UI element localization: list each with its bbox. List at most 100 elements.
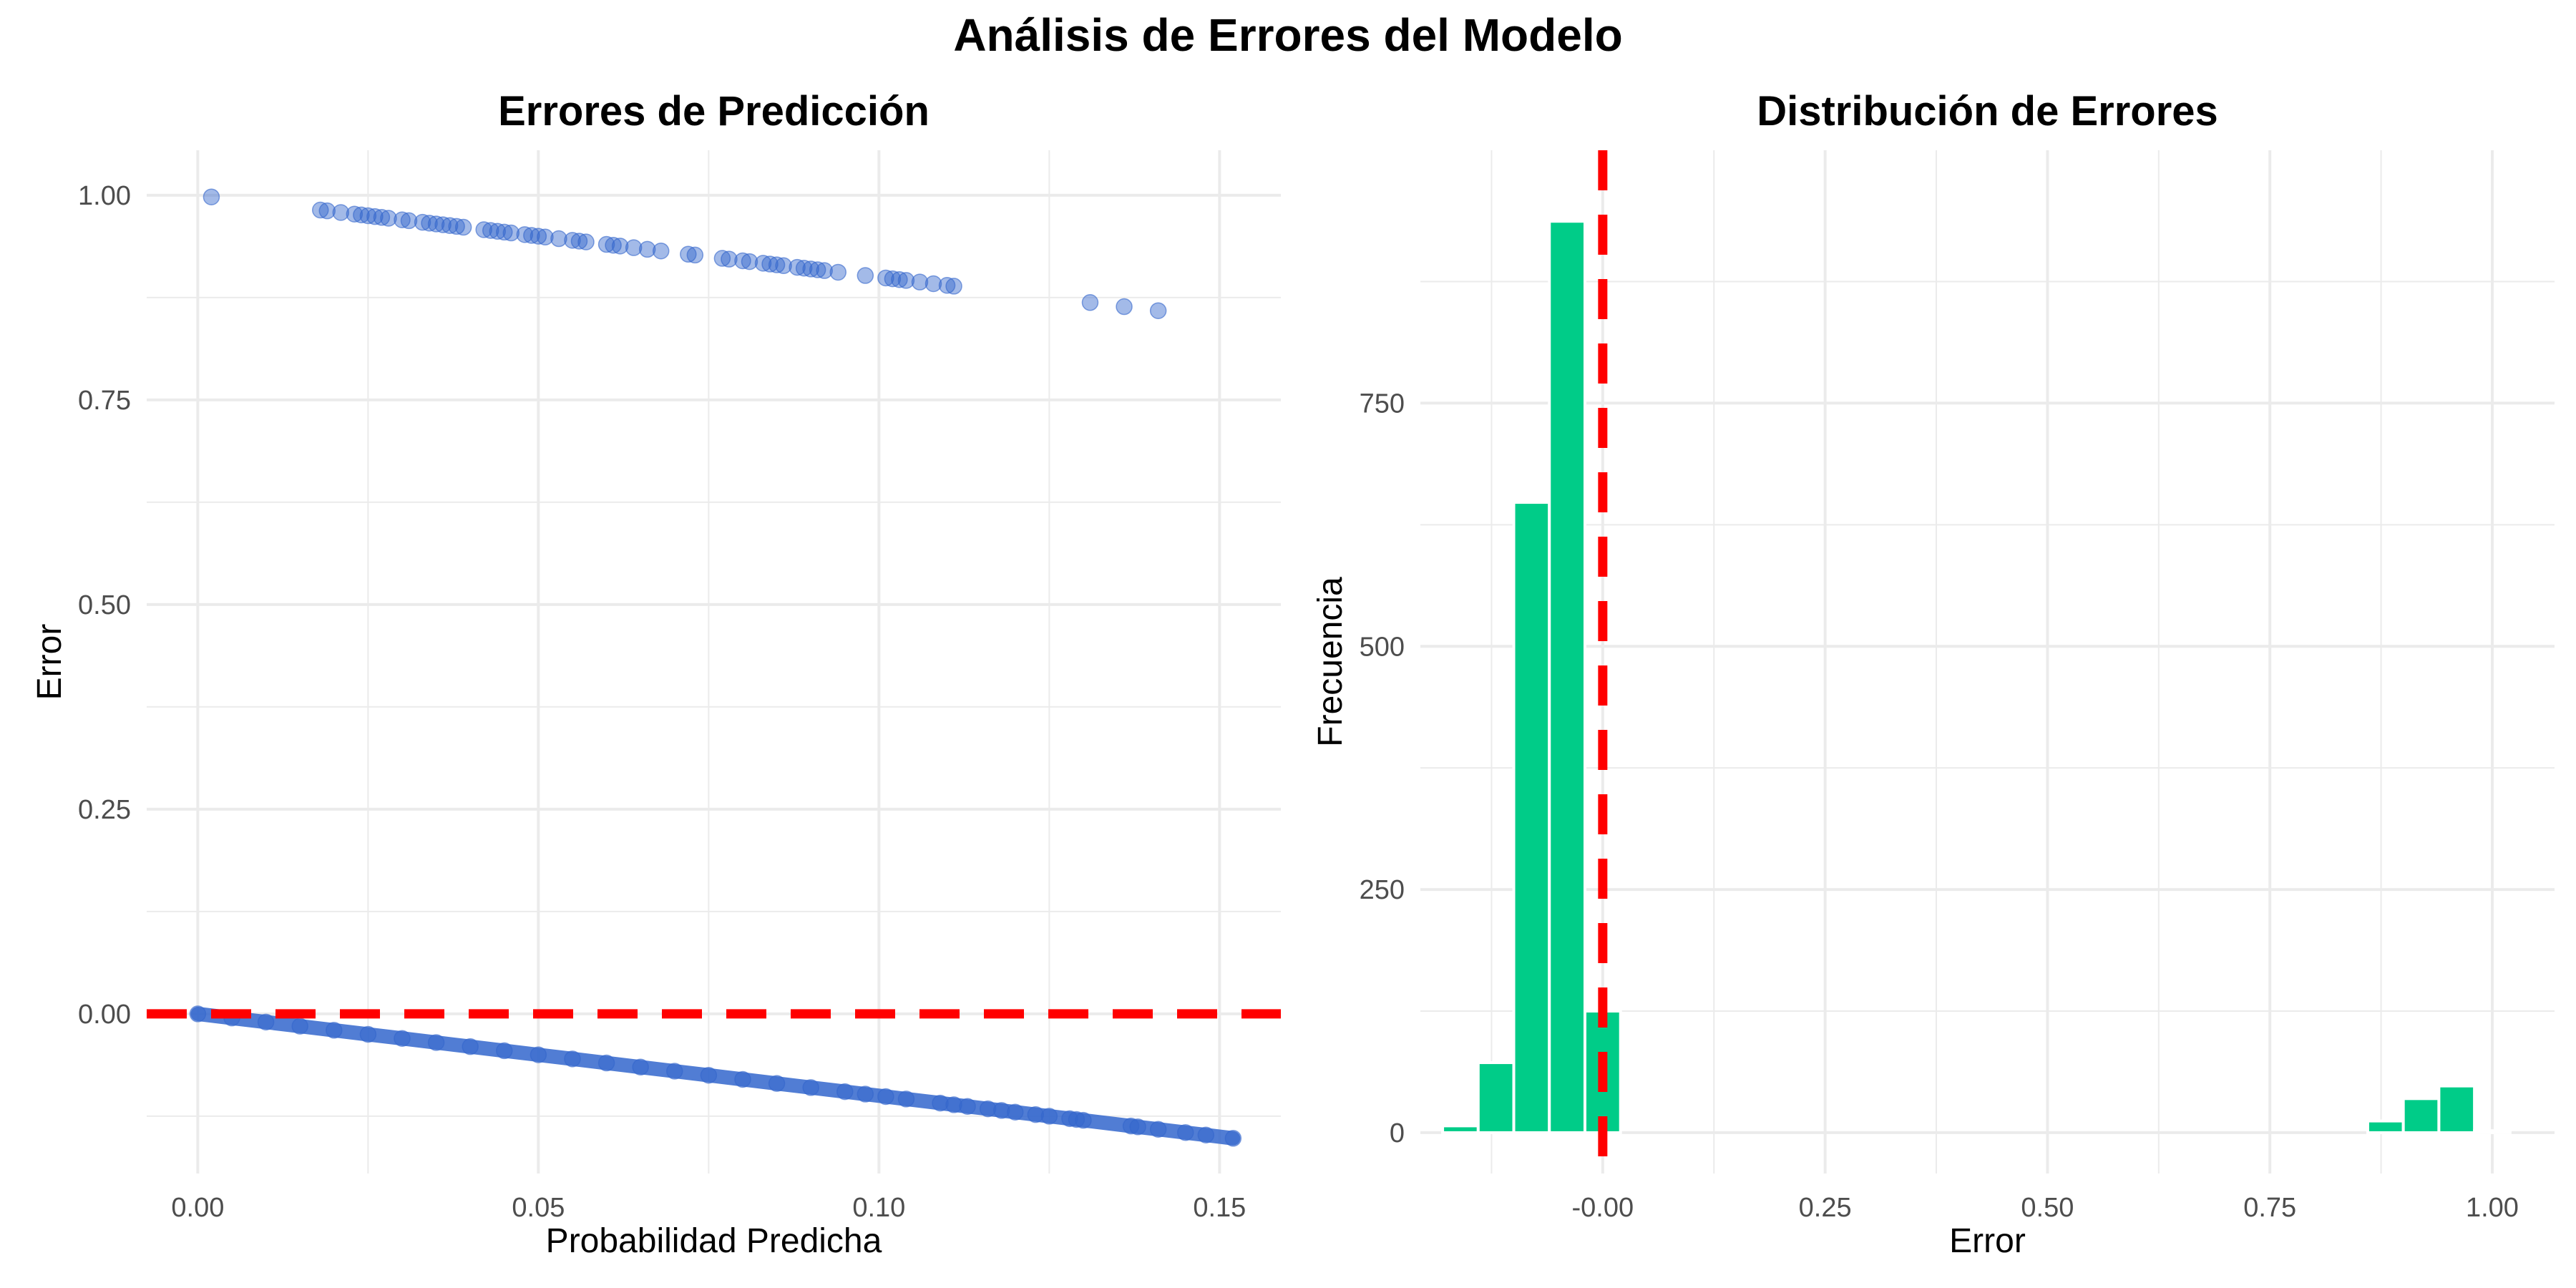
histogram-bar [2401,1097,2441,1134]
scatter-point [462,1038,479,1055]
scatter-point [666,1063,683,1080]
scatter-y-tick-labels: 0.00 0.25 0.50 0.75 1.00 [78,181,131,1030]
scatter-point [291,1018,308,1035]
scatter-point [597,1054,615,1072]
scatter-point [1068,1111,1085,1128]
scatter-point [911,273,929,291]
scatter-x-axis-label: Probabilidad Predicha [546,1222,882,1260]
scatter-point [530,1046,547,1063]
scatter-point [1197,1126,1215,1143]
scatter-point [373,209,391,226]
histogram-x-tick-labels: -0.00 0.25 0.50 0.75 1.00 [1572,1193,2519,1223]
scatter-point [475,221,492,238]
scatter-point [945,1096,962,1113]
scatter-point [1075,1111,1092,1129]
scatter-point [605,236,622,254]
scatter-x-tick-label: 0.05 [512,1193,565,1223]
scatter-point [421,215,438,232]
scatter-y-tick-label: 1.00 [78,181,131,211]
scatter-points [189,188,1242,1147]
histogram-panel-title: Distribución de Errores [1757,88,2218,135]
scatter-point [713,250,731,267]
scatter-point [924,275,942,293]
scatter-point [332,204,350,221]
scatter-point [537,228,554,246]
scatter-y-tick-label: 0.75 [78,386,131,416]
scatter-point [1027,1106,1045,1123]
scatter-point [775,257,792,275]
scatter-point [721,250,738,268]
scatter-point [530,228,547,245]
scatter-point [516,226,534,243]
scatter-point [734,1070,751,1088]
scatter-point [891,271,908,288]
scatter-point [959,1098,976,1115]
scatter-point [932,1094,949,1112]
scatter-point [632,1058,649,1076]
scatter-point [434,216,452,233]
scatter-point [496,223,513,241]
scatter-x-tick-label: 0.15 [1193,1193,1246,1223]
scatter-point [400,212,418,230]
scatter-point [802,260,819,278]
scatter-point [638,240,656,258]
scatter-point [652,242,670,260]
scatter-point [979,1100,997,1118]
scatter-point [394,1030,411,1047]
scatter-point [326,1022,343,1039]
scatter-point [489,223,507,240]
scatter-point [611,238,629,255]
scatter-y-tick-label: 0.00 [78,1000,131,1030]
histogram-bar [1441,1124,1480,1134]
histogram-x-tick-label: 0.50 [2021,1193,2074,1223]
scatter-point [836,1083,854,1101]
scatter-point [203,188,220,205]
histogram-bar [1512,501,1551,1134]
scatter-x-tick-label: 0.10 [852,1193,905,1223]
histogram-bars [1441,220,2512,1134]
scatter-point [427,1034,445,1051]
histogram-x-tick-label: 0.75 [2243,1193,2296,1223]
scatter-y-tick-label: 0.25 [78,795,131,825]
scatter-point [359,1025,377,1043]
scatter-point [570,233,588,250]
scatter-point [311,201,329,219]
scatter-point [597,235,615,253]
scatter-point [564,232,581,249]
scatter-point [1224,1130,1242,1147]
scatter-panel: 0.00 0.05 0.10 0.15 0.00 0.25 0.50 0.75 1.00 Er… [31,88,1281,1260]
scatter-point [380,210,397,227]
scatter-point [829,263,847,281]
scatter-x-tick-label: 0.00 [171,1193,224,1223]
scatter-point [877,269,894,287]
scatter-point [789,258,806,276]
histogram-bar [2437,1084,2477,1134]
scatter-point [686,246,704,264]
scatter-point [394,211,411,228]
scatter-point [625,239,643,256]
scatter-point [359,207,377,225]
scatter-point [318,202,336,220]
scatter-point [741,253,758,270]
scatter-point [523,227,540,244]
scatter-point [761,255,779,273]
scatter-point [454,218,472,236]
scatter-point [897,272,915,289]
scatter-point [897,1091,915,1108]
scatter-point [795,259,813,277]
scatter-point [816,262,833,279]
scatter-point [1149,302,1167,319]
scatter-point [700,1066,718,1084]
scatter-point [992,1102,1010,1119]
scatter-point [945,278,962,295]
scatter-point [482,222,499,239]
histogram-y-tick-label: 500 [1360,632,1405,662]
scatter-point [680,245,697,263]
scatter-point [257,1013,275,1031]
histogram-y-tick-label: 0 [1390,1118,1405,1148]
scatter-point [366,208,384,225]
scatter-point [768,256,786,273]
histogram-y-tick-label: 250 [1360,875,1405,905]
histogram-y-axis-label: Frecuencia [1312,577,1350,747]
